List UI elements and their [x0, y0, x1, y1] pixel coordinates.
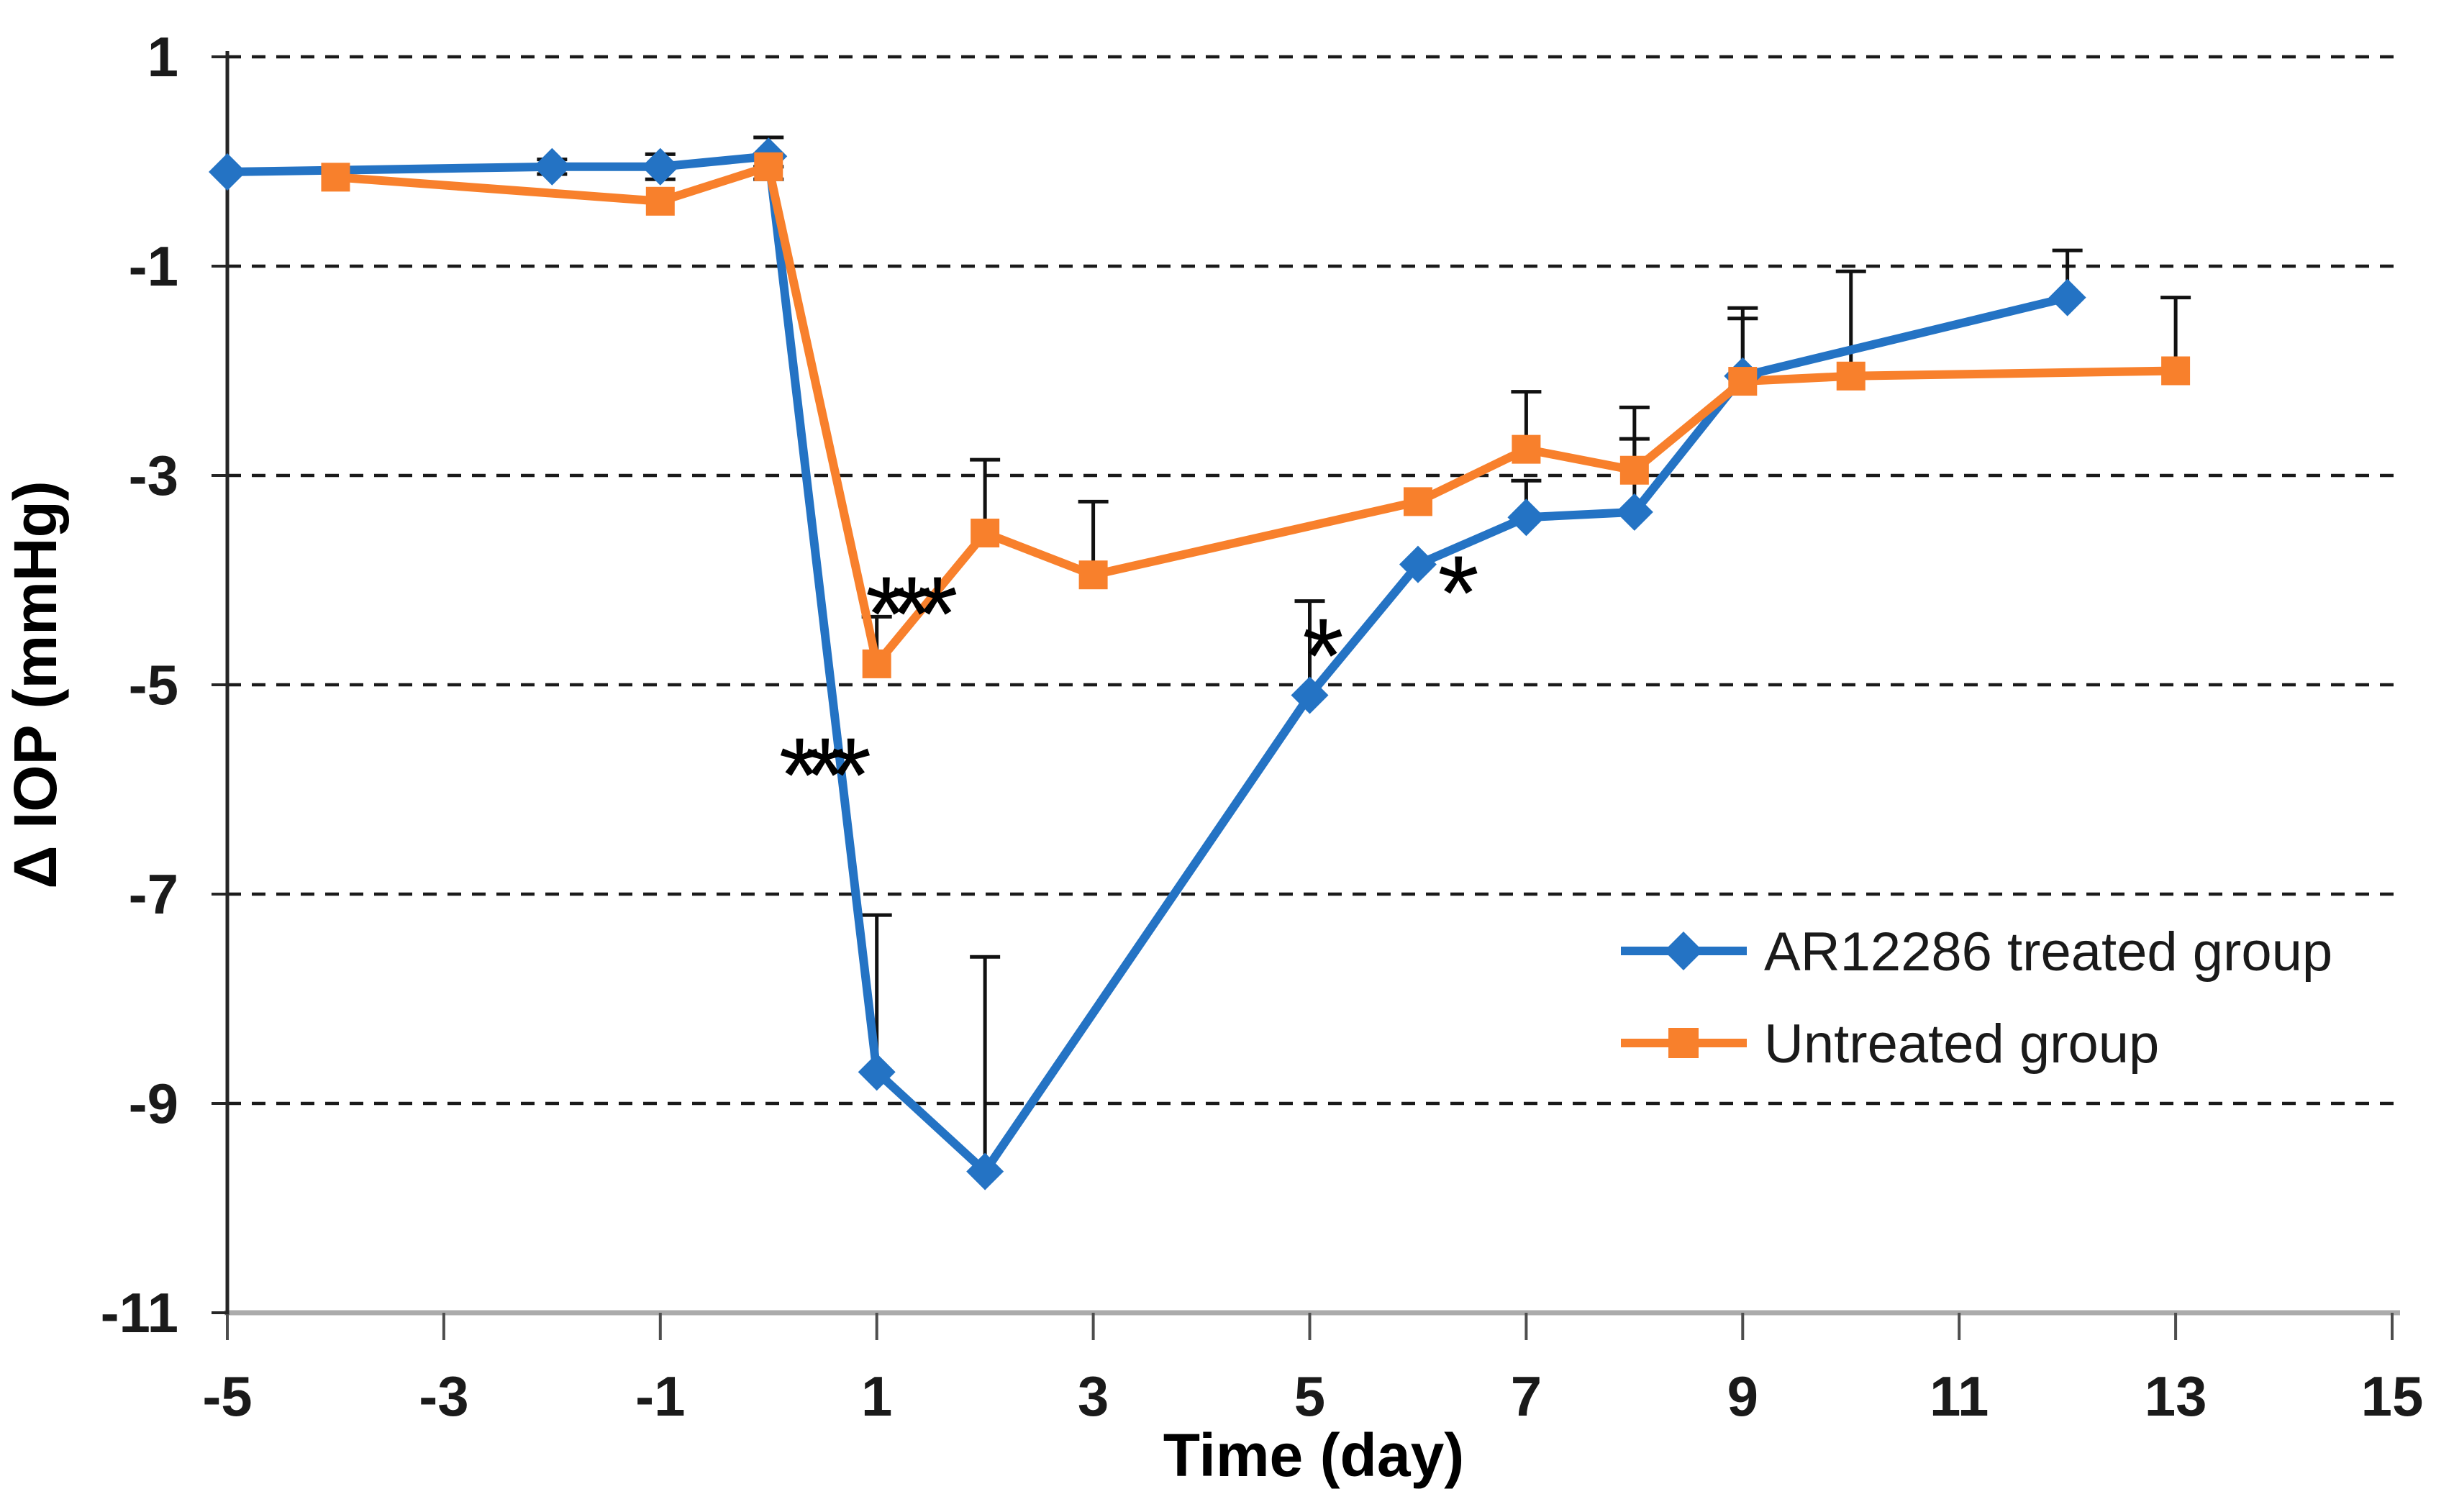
- tick-labels: 1-1-3-5-7-9-11-5 -3 -1 1 3 5 7 9 11 13 15: [101, 25, 2424, 1428]
- data-point-marker-diamond: [209, 153, 246, 191]
- data-point-marker-diamond: [533, 147, 571, 186]
- data-point-marker-diamond: [1507, 498, 1545, 537]
- x-tick-label: 15: [2361, 1365, 2424, 1428]
- y-tick-label: -3: [129, 444, 178, 507]
- series-polyline: [331, 162, 2181, 668]
- data-point-marker-diamond: [966, 1152, 1004, 1190]
- y-tick-label: -1: [129, 234, 178, 298]
- axes: [212, 51, 2400, 1340]
- data-point-marker-diamond: [1615, 493, 1653, 531]
- legend-label: AR12286 treated group: [1764, 921, 2332, 983]
- data-point-marker-square: [1619, 455, 1649, 485]
- x-tick-label: 1: [861, 1365, 892, 1428]
- x-axis-title: Time (day): [1163, 1421, 1465, 1489]
- y-tick-label: -5: [129, 653, 178, 716]
- data-point-marker-diamond: [1291, 676, 1329, 714]
- legend-item-untreated-group: Untreated group: [1621, 1014, 2159, 1075]
- x-tick-label: -5: [202, 1365, 252, 1428]
- data-point-marker-diamond: [1664, 932, 1703, 970]
- data-point-marker-square: [1078, 560, 1108, 590]
- data-point-marker-square: [1836, 361, 1866, 391]
- y-axis-title: Δ IOP (mmHg): [1, 481, 69, 889]
- data-point-marker-square: [1512, 434, 1541, 464]
- x-tick-label: -1: [635, 1365, 685, 1428]
- series-line-untreated-group: [331, 162, 2181, 668]
- data-point-marker-square: [862, 649, 891, 678]
- series-markers-untreated-group: [321, 152, 2191, 678]
- data-point-marker-diamond: [2048, 278, 2086, 316]
- data-point-marker-square: [2161, 356, 2191, 386]
- y-tick-label: 1: [147, 25, 178, 88]
- data-point-marker-square: [321, 163, 350, 192]
- legend-label: Untreated group: [1764, 1014, 2159, 1075]
- data-point-marker-square: [1403, 487, 1432, 516]
- data-point-marker-square: [1728, 367, 1758, 396]
- y-tick-label: -7: [129, 862, 178, 926]
- x-tick-label: 7: [1511, 1365, 1542, 1428]
- y-tick-label: -11: [101, 1281, 178, 1344]
- y-tick-label: -9: [129, 1072, 178, 1135]
- x-tick-label: 9: [1727, 1365, 1758, 1428]
- x-tick-label: 13: [2145, 1365, 2207, 1428]
- data-point-marker-diamond: [858, 1053, 896, 1091]
- x-tick-label: 11: [1930, 1365, 1989, 1428]
- x-tick-label: -3: [419, 1365, 468, 1428]
- data-point-marker-square: [645, 186, 675, 216]
- x-tick-label: 5: [1294, 1365, 1325, 1428]
- data-point-marker-diamond: [1399, 545, 1437, 583]
- data-point-marker-square: [1668, 1028, 1699, 1058]
- x-tick-label: 3: [1078, 1365, 1109, 1428]
- data-point-marker-square: [754, 152, 783, 181]
- legend: AR12286 treated group Untreated group: [1621, 921, 2332, 1075]
- series-markers-ar12286-treated-group: [209, 137, 2086, 1190]
- data-point-marker-diamond: [641, 147, 679, 186]
- legend-item-ar12286-treated-group: AR12286 treated group: [1621, 921, 2332, 983]
- data-point-marker-square: [971, 519, 1000, 548]
